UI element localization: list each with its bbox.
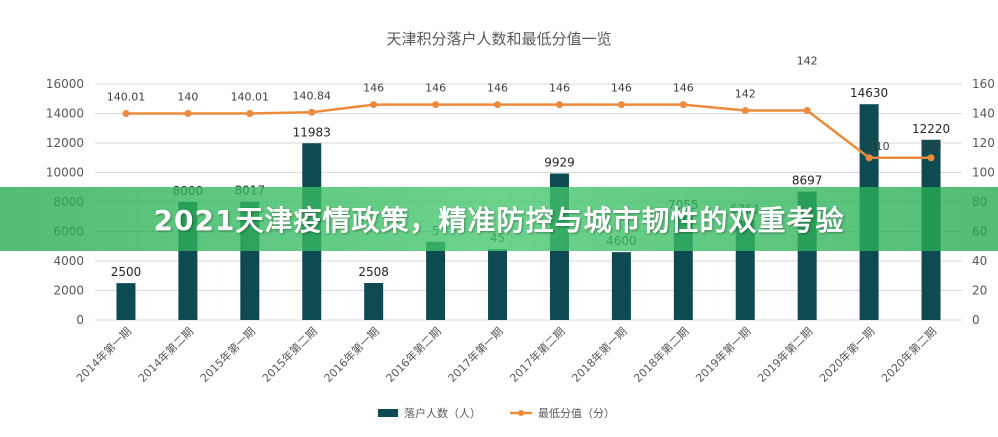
right-axis-tick-label: 0 (972, 313, 980, 327)
bar-data-label: 2500 (111, 265, 142, 279)
left-axis-tick-label: 0 (76, 313, 84, 327)
bar-data-label: 11983 (293, 125, 331, 139)
x-axis-labels: 2014年第一期 2014年第二期 2015年第一期 2015年第二期 2016年第一期… (73, 324, 939, 385)
bar (611, 252, 631, 320)
bar-data-label: 14630 (850, 86, 888, 100)
left-axis-tick-label: 16000 (46, 77, 84, 91)
x-axis-tick-label: 2015年第二期 (259, 324, 320, 385)
x-axis-tick-label: 2016年第一期 (321, 324, 382, 385)
x-axis-tick-label: 2020年第二期 (878, 324, 939, 385)
x-axis-tick-label: 2017年第一期 (445, 324, 506, 385)
bar-data-label: 12220 (912, 122, 950, 136)
left-axis-tick-label: 12000 (46, 136, 84, 150)
line-point (246, 109, 254, 117)
legend-label-bar: 落户人数（人） (404, 406, 481, 420)
legend-label-line: 最低分值（分） (538, 407, 615, 420)
x-axis-tick-label: 2015年第一期 (197, 324, 258, 385)
line-point (432, 101, 440, 109)
x-axis-tick-label: 2014年第二期 (135, 324, 196, 385)
line-data-label: 110 (869, 140, 890, 153)
line-point (308, 108, 316, 116)
line-data-label: 142 (735, 88, 756, 101)
line-data-label: 146 (673, 82, 694, 95)
x-axis-tick-label: 2019年第一期 (693, 324, 754, 385)
bar (364, 283, 384, 320)
x-axis-tick-label: 2014年第一期 (73, 324, 134, 385)
bar (116, 283, 136, 320)
line-data-label: 110 (921, 140, 942, 153)
line-point (122, 109, 130, 117)
line-point (865, 154, 873, 162)
right-axis-tick-label: 140 (972, 107, 995, 121)
x-axis-tick-label: 2019年第二期 (754, 324, 815, 385)
x-axis-tick-label: 2018年第二期 (631, 324, 692, 385)
legend-swatch-marker (518, 410, 524, 416)
left-axis-tick-label: 2000 (53, 284, 84, 298)
line-data-label: 142 (797, 55, 818, 68)
line-data-label: 146 (487, 82, 508, 95)
legend: 落户人数（人） 最低分值（分） (378, 406, 615, 420)
line-point (555, 101, 563, 109)
chart-title: 天津积分落户人数和最低分值一览 (386, 30, 611, 48)
left-axis-tick-label: 10000 (46, 166, 84, 180)
right-axis-tick-label: 120 (972, 136, 995, 150)
line-point (741, 107, 749, 115)
bar-data-label: 8697 (792, 174, 823, 188)
line-point (370, 101, 378, 109)
bar-data-label: 9929 (544, 156, 575, 170)
right-axis-tick-label: 160 (972, 77, 995, 91)
legend-swatch-bar (378, 409, 398, 417)
x-axis-tick-label: 2016年第二期 (383, 324, 444, 385)
line-data-label: 140.84 (293, 89, 332, 102)
headline-banner: 2021天津疫情政策，精准防控与城市韧性的双重考验 (0, 187, 998, 251)
line-data-label: 146 (549, 82, 570, 95)
right-axis-tick-label: 20 (972, 284, 987, 298)
left-axis-tick-label: 4000 (53, 254, 84, 268)
line-point (494, 101, 502, 109)
x-axis-tick-label: 2020年第一期 (816, 324, 877, 385)
line-point (617, 101, 625, 109)
line-data-label: 146 (363, 82, 384, 95)
x-axis-tick-label: 2017年第二期 (507, 324, 568, 385)
bar-data-label: 2508 (358, 265, 389, 279)
line-point (927, 154, 935, 162)
line-data-label: 146 (425, 82, 446, 95)
line-data-label: 140.01 (107, 90, 146, 103)
line-point (184, 110, 192, 117)
line-point (679, 101, 687, 109)
bar (488, 249, 508, 320)
line-path (125, 103, 932, 159)
bar (426, 241, 446, 320)
right-axis-tick-label: 40 (972, 254, 987, 268)
right-axis-tick-label: 100 (972, 166, 995, 180)
headline-text: 2021天津疫情政策，精准防控与城市韧性的双重考验 (153, 204, 845, 237)
line-data-label: 140.01 (231, 90, 270, 103)
line-series: 140.01 140 140.01 140.84 146 146 146 146 146 146 1… (107, 55, 942, 162)
left-axis-tick-label: 14000 (46, 107, 84, 121)
line-data-label: 140 (177, 91, 198, 104)
line-data-label: 146 (611, 82, 632, 95)
x-axis-tick-label: 2018年第一期 (569, 324, 630, 385)
line-point (803, 107, 811, 115)
